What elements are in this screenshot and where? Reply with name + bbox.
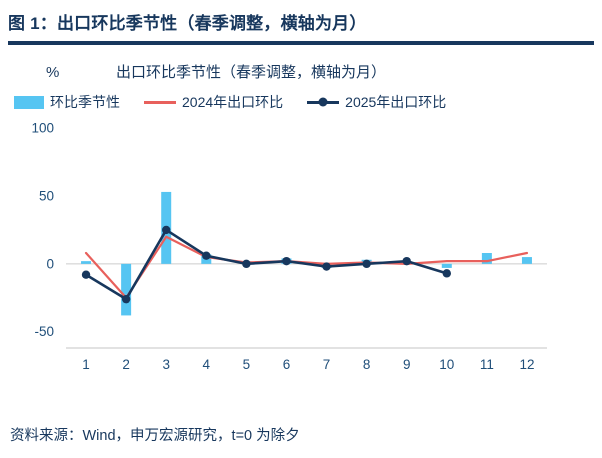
data-point	[162, 225, 171, 235]
data-point	[202, 251, 211, 260]
chart-block: % 出口环比季节性（春季调整，横轴为月） 环比季节性 2024年出口环比 202…	[0, 45, 602, 389]
x-axis-labels: 1 2 3 4 5 6 7 8 9 10 11 12	[82, 357, 534, 372]
svg-text:5: 5	[243, 357, 251, 372]
svg-text:1: 1	[82, 357, 90, 372]
svg-text:50: 50	[39, 189, 54, 204]
data-point	[81, 270, 91, 279]
svg-text:11: 11	[480, 357, 494, 372]
svg-text:9: 9	[403, 357, 411, 372]
svg-text:4: 4	[203, 357, 211, 372]
data-point	[282, 256, 291, 266]
bar-swatch-icon	[14, 95, 44, 109]
svg-text:12: 12	[519, 357, 534, 372]
figure-header: 图 1：出口环比季节性（春季调整，横轴为月）	[0, 0, 602, 45]
svg-text:2: 2	[122, 357, 130, 372]
bar	[481, 253, 492, 264]
y-axis-labels: 100 50 0 -50	[31, 121, 54, 340]
data-point	[242, 259, 251, 269]
legend-label: 2024年出口环比	[182, 94, 284, 110]
chart-legend: 环比季节性 2024年出口环比 2025年出口环比	[0, 92, 602, 112]
header-divider	[8, 41, 594, 45]
bar	[521, 257, 532, 264]
svg-text:-50: -50	[34, 324, 54, 339]
bar	[121, 263, 132, 316]
svg-text:10: 10	[439, 357, 454, 372]
y-axis-unit-label: %	[46, 64, 60, 81]
bar	[81, 261, 92, 264]
chart-subtitle-row: % 出口环比季节性（春季调整，横轴为月）	[0, 61, 602, 82]
data-point	[402, 256, 411, 266]
source-note: 资料来源：Wind，申万宏源研究，t=0 为除夕	[10, 428, 300, 444]
line-swatch-icon	[144, 100, 176, 104]
svg-text:100: 100	[31, 121, 54, 136]
figure-title: 图 1：出口环比季节性（春季调整，横轴为月）	[8, 14, 367, 33]
legend-item-2025: 2025年出口环比	[307, 92, 446, 112]
bar-series	[81, 191, 532, 316]
data-point	[362, 259, 371, 269]
chart-title: 出口环比季节性（春季调整，横轴为月）	[116, 64, 387, 81]
line-series	[81, 225, 451, 304]
data-point	[442, 269, 451, 278]
data-point	[121, 294, 131, 304]
svg-text:8: 8	[363, 357, 371, 372]
legend-label: 环比季节性	[50, 94, 120, 110]
svg-text:6: 6	[283, 357, 291, 372]
legend-item-2024: 2024年出口环比	[144, 92, 283, 112]
data-point	[322, 262, 331, 271]
svg-text:0: 0	[46, 256, 54, 271]
line-series	[84, 235, 529, 299]
svg-text:3: 3	[162, 357, 170, 372]
legend-item-seasonality: 环比季节性	[14, 92, 120, 112]
dot-icon	[318, 97, 328, 107]
line-dot-swatch-icon	[307, 97, 340, 107]
bar	[441, 263, 452, 268]
legend-label: 2025年出口环比	[345, 94, 447, 110]
svg-text:7: 7	[323, 357, 331, 372]
